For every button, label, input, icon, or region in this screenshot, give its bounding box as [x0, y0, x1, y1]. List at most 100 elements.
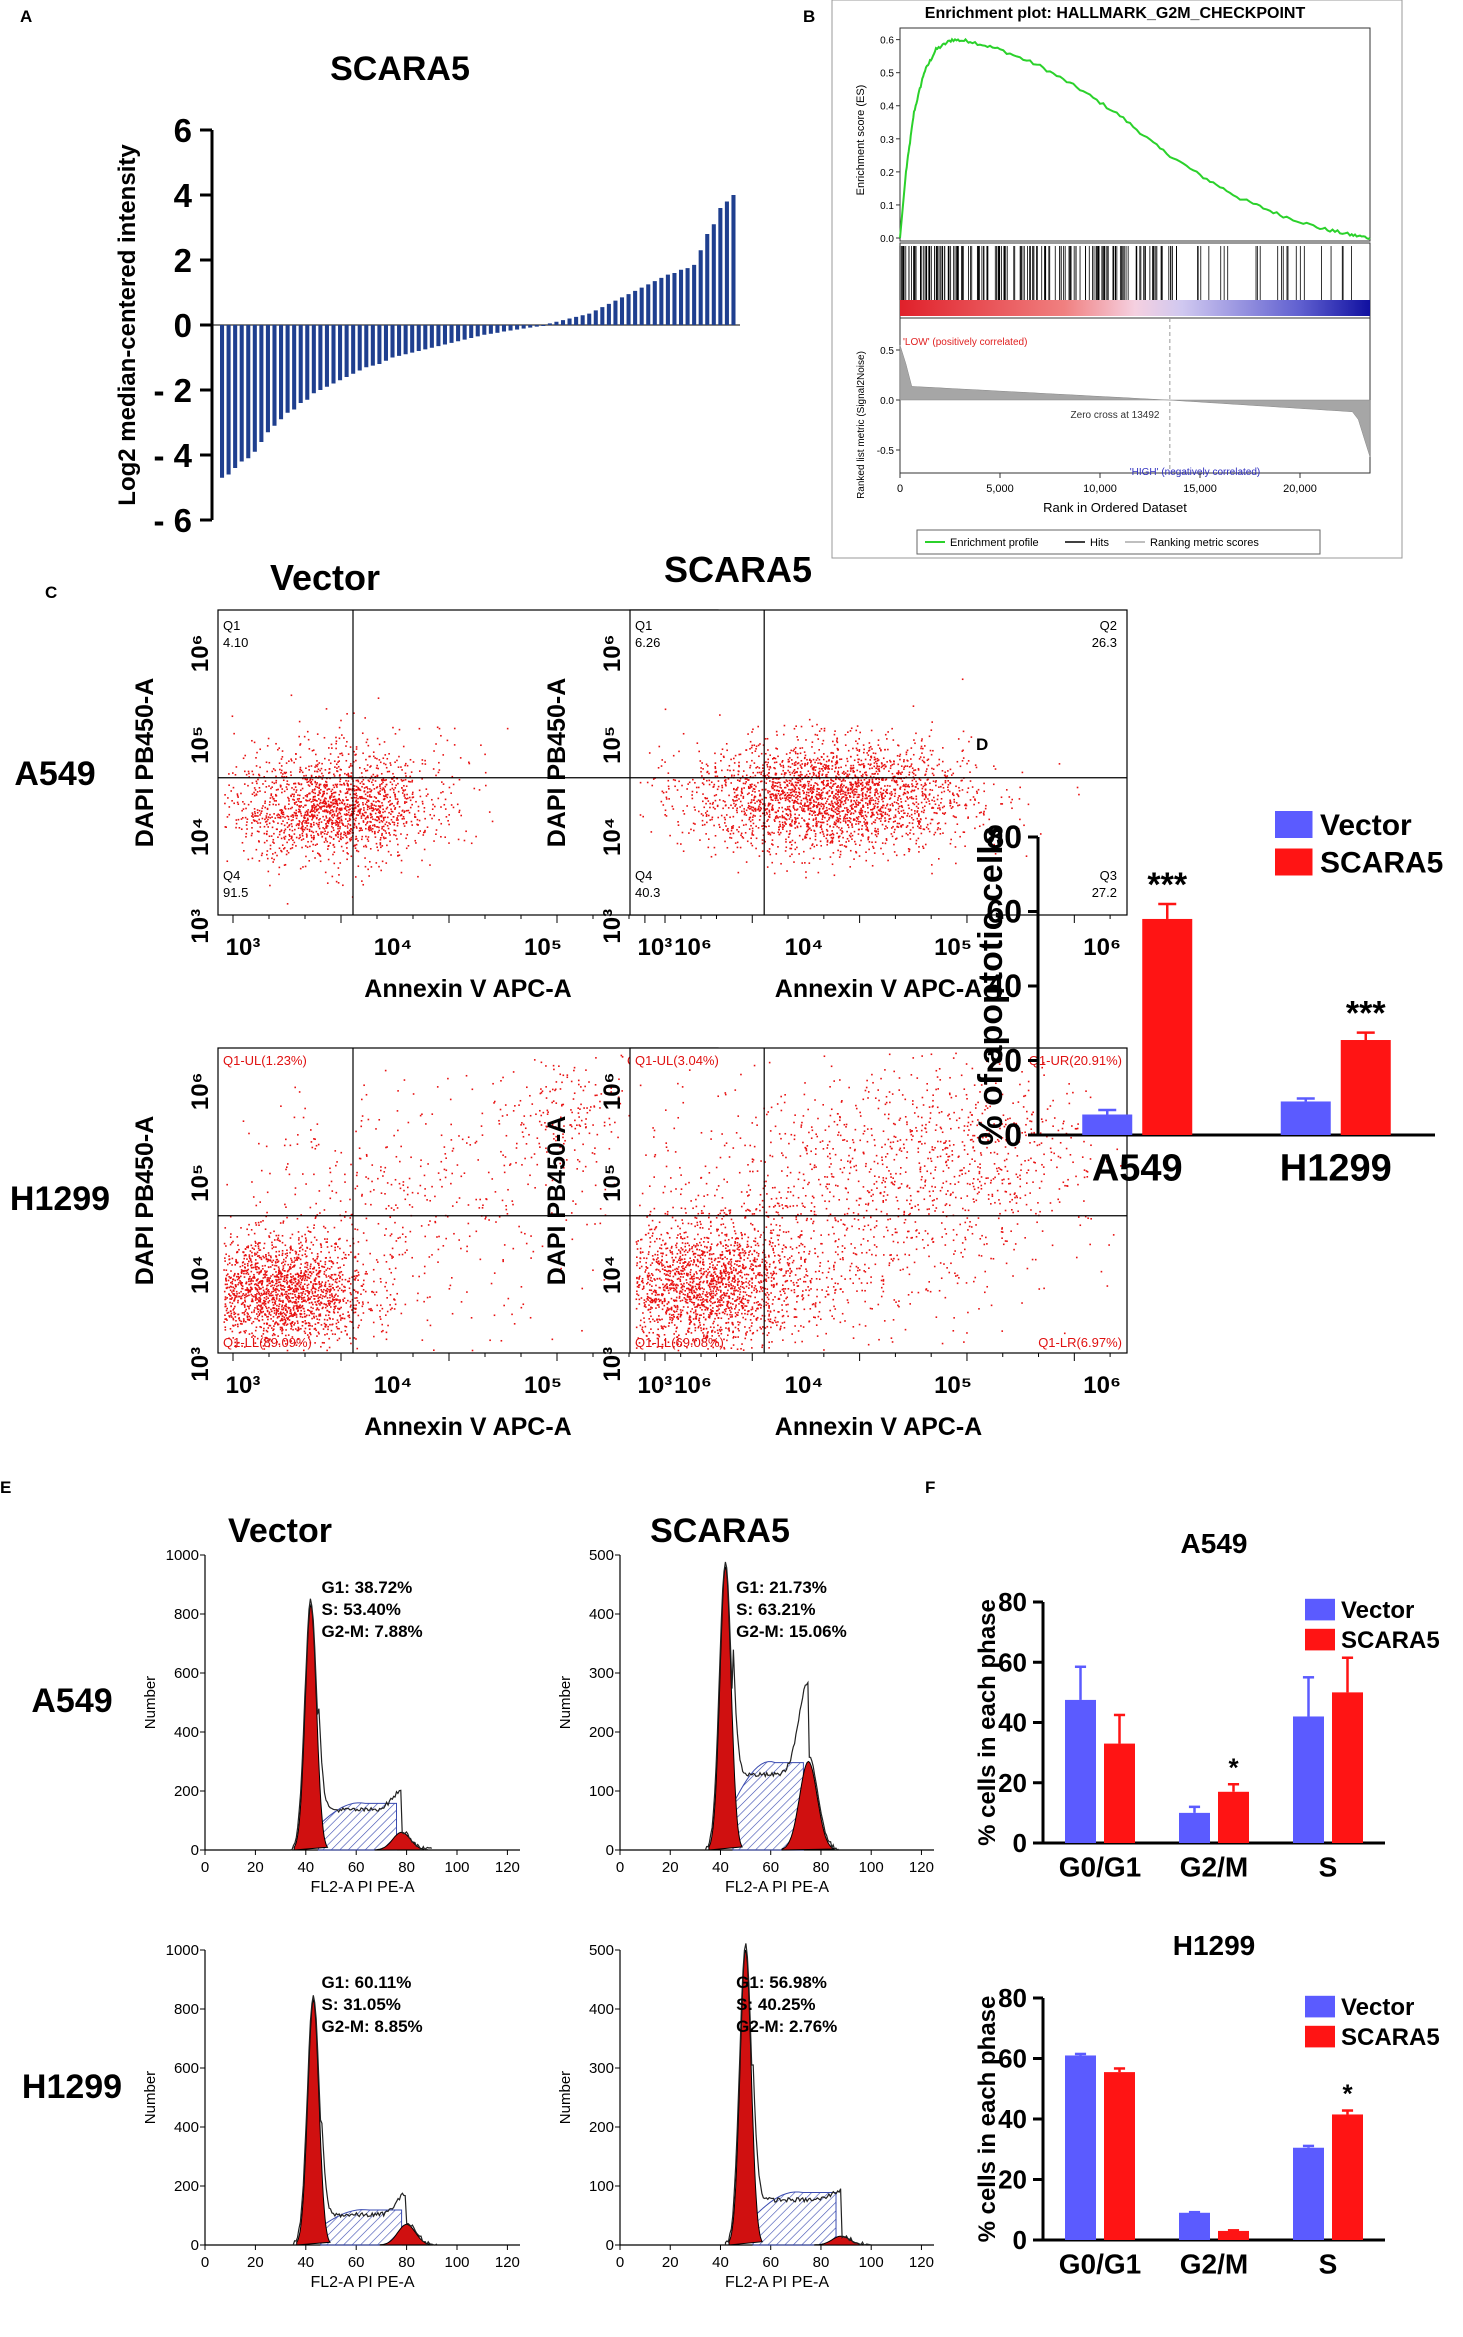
dot [737, 871, 740, 874]
dot [324, 800, 326, 802]
dot [783, 816, 785, 819]
dot [835, 789, 838, 791]
dot [330, 796, 332, 798]
dot [450, 804, 453, 806]
dot [792, 770, 795, 773]
dot [911, 817, 913, 819]
bar [541, 325, 546, 326]
dot [843, 784, 845, 787]
dot [915, 786, 917, 788]
dot [320, 821, 323, 823]
dot [371, 828, 374, 830]
dot [772, 781, 775, 783]
dot [905, 826, 908, 829]
dot [836, 803, 838, 806]
dot [325, 815, 327, 818]
dot [753, 788, 756, 790]
dot [874, 772, 876, 775]
dot [796, 802, 799, 804]
dot [312, 749, 315, 751]
dot [385, 793, 387, 796]
dot [801, 809, 803, 811]
dot [815, 801, 817, 803]
dot [894, 781, 897, 783]
dot [371, 1309, 373, 1312]
dot [711, 803, 714, 805]
dot [331, 815, 333, 817]
dot [781, 759, 784, 762]
dot [310, 825, 313, 828]
dot [309, 811, 312, 814]
dot [366, 786, 368, 788]
dot [290, 795, 292, 798]
dot [747, 802, 750, 805]
dot [410, 820, 413, 823]
dot [871, 773, 874, 775]
dot [386, 770, 389, 773]
dot [753, 808, 756, 810]
dot [819, 795, 821, 798]
dot [874, 805, 876, 807]
dot [397, 843, 399, 846]
dot [946, 775, 949, 777]
dot [788, 823, 791, 826]
dot [779, 784, 782, 786]
dot [378, 809, 381, 812]
dot [284, 1304, 287, 1307]
dot [304, 811, 307, 814]
dot [785, 753, 788, 755]
dot [775, 811, 778, 814]
dot [805, 805, 808, 807]
dot [749, 807, 752, 810]
dot [351, 832, 354, 834]
dot [903, 792, 906, 795]
dot [460, 814, 463, 817]
dot [342, 799, 344, 801]
dot [306, 828, 309, 831]
dot [766, 813, 768, 815]
dot [378, 821, 381, 824]
dot [371, 816, 373, 818]
dot [300, 1327, 302, 1330]
dot [378, 818, 380, 821]
dot [382, 829, 385, 831]
legend-label: Hits [1090, 537, 1109, 549]
dot [832, 755, 835, 758]
dot [799, 780, 802, 783]
dot [781, 789, 784, 792]
dot [491, 820, 494, 823]
dot [875, 797, 878, 799]
dot [339, 833, 342, 836]
dot [794, 799, 796, 802]
dot [902, 809, 905, 812]
dot [862, 763, 865, 765]
dot [333, 813, 336, 815]
dot [290, 819, 293, 822]
dot [880, 795, 883, 797]
dot [900, 765, 903, 767]
dot [484, 753, 486, 756]
dot [346, 713, 348, 715]
dot [796, 817, 799, 820]
dot [785, 841, 787, 843]
dot [967, 816, 969, 818]
dot [366, 822, 368, 824]
dot [758, 767, 761, 769]
dot [384, 837, 387, 839]
dot [860, 782, 862, 785]
dot [725, 825, 727, 827]
dot [804, 786, 806, 788]
dot [682, 810, 685, 812]
dot [296, 1283, 299, 1286]
dot [790, 791, 793, 794]
dot [707, 846, 710, 849]
dot [370, 765, 372, 767]
dot [350, 838, 353, 841]
dot [866, 790, 868, 793]
dot [893, 851, 896, 853]
dot [383, 762, 385, 765]
dot [371, 830, 374, 833]
dot [777, 817, 779, 819]
dot [425, 795, 428, 797]
dot [295, 801, 298, 803]
